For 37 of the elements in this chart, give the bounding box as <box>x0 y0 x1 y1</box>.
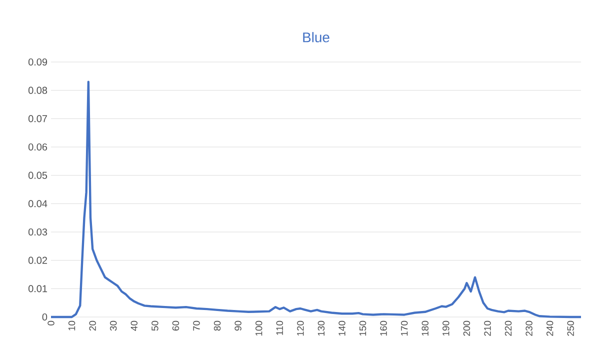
x-tick-label: 150 <box>359 320 366 336</box>
x-tick-label: 230 <box>526 320 532 336</box>
x-tick-label: 0 <box>48 320 54 326</box>
x-tick-label: 240 <box>546 320 554 336</box>
x-tick-label: 140 <box>338 320 346 336</box>
y-tick-label: 0.08 <box>28 86 48 94</box>
x-tick-label: 80 <box>214 320 221 331</box>
x-tick-label: 180 <box>422 320 428 336</box>
x-tick-label: 160 <box>380 320 387 336</box>
y-tick-label: 0.05 <box>28 172 48 179</box>
y-tick-label: 0 <box>42 313 48 321</box>
x-tick-label: 170 <box>400 320 408 336</box>
y-tick-label: 0.01 <box>28 285 47 292</box>
x-tick-label: 110 <box>276 320 283 335</box>
y-tick-label: 0.06 <box>28 143 48 151</box>
x-tick-label: 50 <box>152 320 158 331</box>
y-tick-label: 0.03 <box>28 228 48 236</box>
x-tick-label: 70 <box>193 320 200 331</box>
x-tick-label: 20 <box>89 320 96 331</box>
x-tick-label: 60 <box>172 320 180 331</box>
x-tick-label: 100 <box>255 320 262 336</box>
x-tick-label: 10 <box>68 320 76 330</box>
x-tick-label: 210 <box>484 320 491 336</box>
y-tick-label: 0.04 <box>28 200 48 208</box>
y-tick-label: 0.02 <box>28 256 47 264</box>
x-tick-label: 130 <box>318 320 325 336</box>
x-tick-label: 250 <box>567 320 574 336</box>
x-tick-label: 120 <box>297 320 304 336</box>
y-tick-label: 0.09 <box>28 58 48 66</box>
x-tick-label: 220 <box>504 320 512 336</box>
chart-title: Blue <box>303 32 330 42</box>
x-tick-label: 190 <box>442 320 450 336</box>
x-tick-label: 200 <box>463 320 470 336</box>
x-tick-label: 30 <box>110 320 117 331</box>
x-tick-label: 90 <box>234 320 242 331</box>
x-tick-label: 40 <box>130 320 138 331</box>
y-tick-label: 0.07 <box>28 115 47 122</box>
